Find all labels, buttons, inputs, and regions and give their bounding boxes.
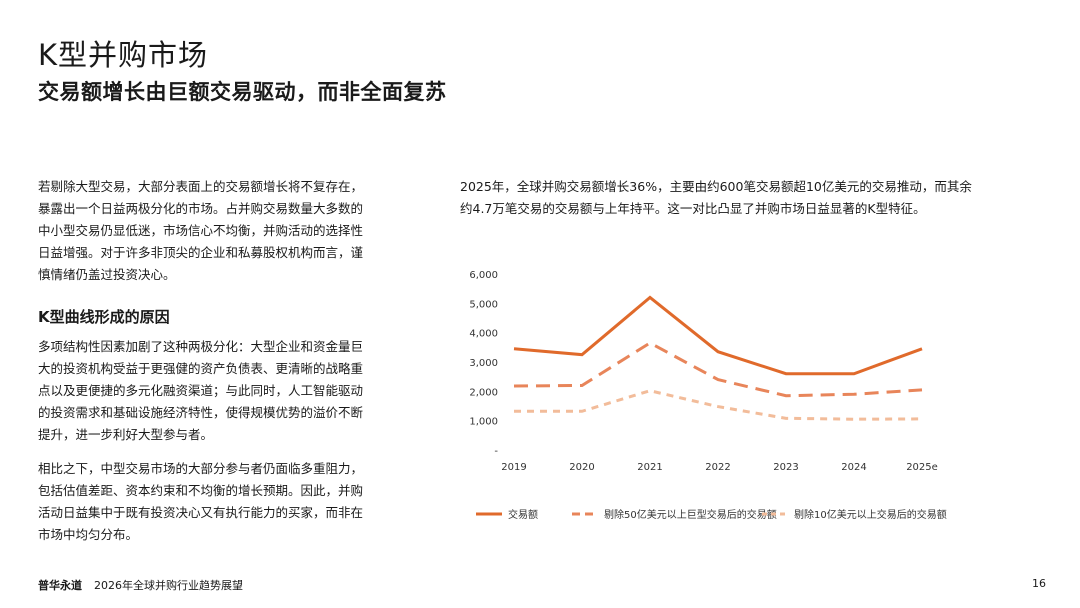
legend-label: 剔除10亿美元以上交易后的交易额 <box>794 508 947 521</box>
line-chart: - 1,000 2,000 3,000 4,000 5,000 6,000 2019 2020 2… <box>469 270 947 521</box>
page-subtitle: 交易额增长由巨额交易驱动，而非全面复苏 <box>38 80 447 104</box>
legend-label: 剔除50亿美元以上巨型交易后的交易额 <box>604 508 777 521</box>
y-tick-label: 2,000 <box>469 387 498 398</box>
x-tick-label: 2022 <box>705 462 730 473</box>
section-heading: K型曲线形成的原因 <box>38 308 170 326</box>
series-line-3 <box>514 389 923 421</box>
page-title: K型并购市场 <box>38 38 209 72</box>
x-tick-label: 2019 <box>501 462 526 473</box>
chart-intro-text: 2025年，全球并购交易额增长36%，主要由约600笔交易额超10亿美元的交易推… <box>460 179 972 216</box>
y-tick-label: 6,000 <box>469 270 498 281</box>
y-tick-label: 4,000 <box>469 329 498 340</box>
y-tick-label: 3,000 <box>469 358 498 369</box>
y-tick-label: 1,000 <box>469 417 498 428</box>
legend-label: 交易额 <box>508 508 538 521</box>
x-tick-label: 2020 <box>569 462 594 473</box>
x-tick-label: 2021 <box>637 462 662 473</box>
y-tick-label: 5,000 <box>469 299 498 310</box>
x-tick-label: 2025e <box>906 462 938 473</box>
x-tick-label: 2023 <box>773 462 798 473</box>
series-line-2 <box>513 341 923 398</box>
x-tick-label: 2024 <box>841 462 866 473</box>
footer-brand: 普华永道 <box>38 579 82 592</box>
series-line-1 <box>513 295 923 376</box>
contrast-paragraph: 相比之下，中型交易市场的大部分参与者仍面临多重阻力，包括估值差距、资本约束和不均… <box>38 461 364 542</box>
intro-paragraph: 若剔除大型交易，大部分表面上的交易额增长将不复存在，暴露出一个日益两极分化的市场… <box>38 179 364 282</box>
page-number: 16 <box>1032 577 1046 590</box>
y-tick-label: - <box>494 446 498 457</box>
cause-paragraph: 多项结构性因素加剧了这种两极分化：大型企业和资金量巨大的投资机构受益于更强健的资… <box>38 339 364 442</box>
left-column: 若剔除大型交易，大部分表面上的交易额增长将不复存在，暴露出一个日益两极分化的市场… <box>38 176 368 558</box>
footer-document-title: 2026年全球并购行业趋势展望 <box>94 579 243 592</box>
